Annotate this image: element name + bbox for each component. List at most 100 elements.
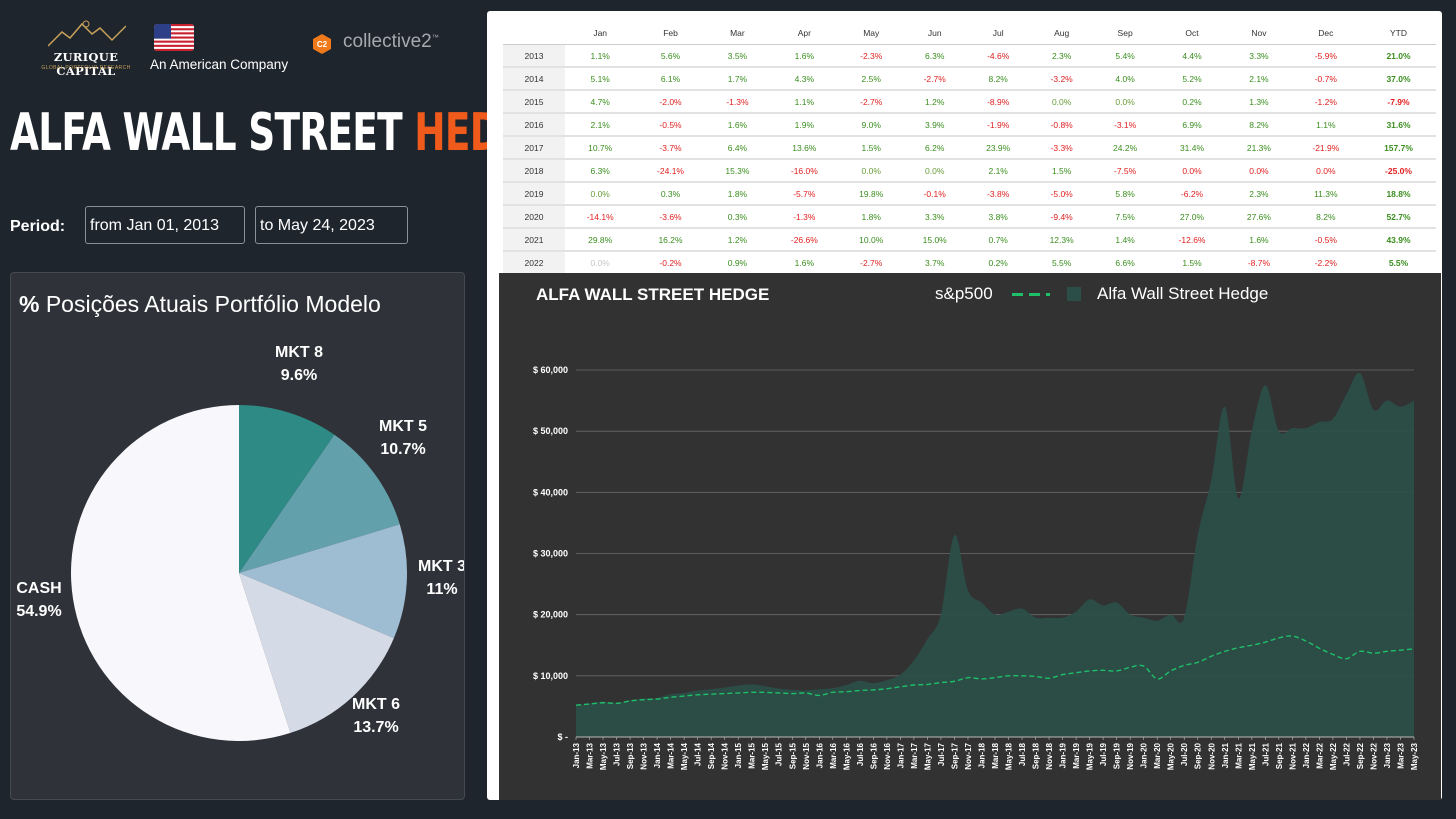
table-cell: 1.6%: [769, 44, 840, 68]
table-cell: 2.1%: [1227, 67, 1291, 91]
x-tick-label: Mar-23: [1396, 742, 1405, 768]
performance-area-chart: $ - $ 10,000 $ 20,000 $ 30,000 $ 40,000 $ 50,…: [533, 365, 1419, 770]
brand-tagline: GLOBAL PORTFOLIO RESEARCH: [41, 65, 131, 71]
x-tick-label: Sep-13: [626, 742, 635, 769]
table-cell: -4.6%: [966, 44, 1030, 68]
table-cell: 1.1%: [565, 44, 636, 68]
x-tick-label: May-20: [1167, 742, 1176, 770]
pie-slice-mkt-8: [239, 405, 335, 573]
table-cell: -3.3%: [1029, 136, 1094, 160]
pie-slice-mkt-3: [239, 524, 407, 639]
x-tick-label: Sep-20: [1194, 742, 1203, 769]
table-cell: 0.0%: [1290, 159, 1361, 183]
table-cell: -14.1%: [565, 205, 636, 229]
table-cell: 4.3%: [769, 67, 840, 91]
table-cell: 31.6%: [1361, 113, 1436, 137]
x-tick-label: Nov-20: [1207, 742, 1216, 769]
table-cell: 21.0%: [1361, 44, 1436, 68]
table-cell: 27.0%: [1156, 205, 1228, 229]
x-tick-label: Jan-20: [1140, 742, 1149, 768]
table-header: Aug: [1029, 22, 1094, 45]
period-label: Period:: [10, 218, 66, 235]
x-tick-label: Sep-15: [788, 742, 797, 769]
table-row: 2019 0.0% 0.3% 1.8% -5.7% 19.8% -0.1% -3.8% -5.0…: [503, 182, 1436, 206]
x-tick-label: May-18: [1005, 742, 1014, 770]
y-tick-label: $ 50,000: [533, 426, 568, 436]
y-tick-label: $ 20,000: [533, 610, 568, 620]
x-tick-label: Jul-18: [1018, 742, 1027, 766]
table-cell: -5.9%: [1290, 44, 1361, 68]
table-cell: 1.3%: [1227, 90, 1291, 114]
pie-label: MKT 5: [379, 418, 427, 435]
pie-slice-mkt-6: [239, 573, 394, 733]
us-flag-icon: [154, 24, 194, 51]
x-tick-label: Jan-14: [653, 742, 662, 768]
table-cell: -2.7%: [902, 67, 967, 91]
x-tick-label: Nov-16: [883, 742, 892, 769]
table-cell: 0.7%: [966, 228, 1030, 252]
table-cell: -3.2%: [1029, 67, 1094, 91]
table-cell: 1.6%: [1227, 228, 1291, 252]
table-row: 2014 5.1% 6.1% 1.7% 4.3% 2.5% -2.7% 8.2% -3.2% 4.…: [503, 67, 1436, 91]
table-cell: 157.7%: [1361, 136, 1436, 160]
table-cell: 6.4%: [705, 136, 770, 160]
x-tick-label: May-14: [680, 742, 689, 770]
x-tick-label: Sep-18: [1032, 742, 1041, 769]
table-cell: 2.1%: [565, 113, 636, 137]
pie-slice-mkt-5: [239, 434, 400, 573]
sp500-line-series: [575, 635, 1415, 706]
table-cell: -2.3%: [839, 44, 903, 68]
table-cell: 27.6%: [1227, 205, 1291, 229]
table-cell: -0.5%: [1290, 228, 1361, 252]
table-cell: -2.0%: [635, 90, 706, 114]
pie-title: % Posições Atuais Portfólio Modelo: [19, 291, 381, 317]
table-header: Jun: [902, 22, 967, 45]
period-to-field[interactable]: to May 24, 2023: [255, 206, 408, 244]
table-cell: 0.0%: [1029, 90, 1094, 114]
x-tick-label: Mar-15: [748, 742, 757, 768]
table-header: Nov: [1227, 22, 1291, 45]
table-cell: -0.2%: [635, 251, 706, 275]
x-tick-label: Nov-17: [964, 742, 973, 769]
table-cell: -0.8%: [1029, 113, 1094, 137]
table-cell: 1.5%: [1029, 159, 1094, 183]
table-cell: -5.0%: [1029, 182, 1094, 206]
table-cell: 7.5%: [1093, 205, 1157, 229]
table-cell: 6.2%: [902, 136, 967, 160]
table-header: May: [839, 22, 903, 45]
table-header: [503, 22, 565, 45]
table-cell: 4.0%: [1093, 67, 1157, 91]
table-cell: 6.9%: [1156, 113, 1228, 137]
table-cell: 24.2%: [1093, 136, 1157, 160]
table-year-cell: 2021: [503, 228, 565, 252]
pie-chart: MKT 8 9.6% MKT 5 10.7% MKT 3 11% MKT 6 13.7% CAS…: [16, 344, 464, 741]
table-cell: 5.4%: [1093, 44, 1157, 68]
x-tick-label: Jan-13: [572, 742, 581, 768]
table-row: 2022 0.0% -0.2% 0.9% 1.6% -2.7% 3.7% 0.2% 5.5% 6.…: [503, 251, 1436, 275]
period-from-field[interactable]: from Jan 01, 2013: [85, 206, 245, 244]
x-tick-label: Jan-19: [1059, 742, 1068, 768]
table-cell: 4.7%: [565, 90, 636, 114]
table-cell: 1.5%: [1156, 251, 1228, 275]
y-tick-label: $ -: [557, 732, 568, 742]
x-tick-label: Mar-22: [1315, 742, 1324, 768]
x-tick-label: Jan-17: [896, 742, 905, 768]
x-tick-label: Mar-13: [586, 742, 595, 768]
table-row: 2015 4.7% -2.0% -1.3% 1.1% -2.7% 1.2% -8.9% 0.0%…: [503, 90, 1436, 114]
table-cell: -7.9%: [1361, 90, 1436, 114]
x-tick-label: Mar-16: [829, 742, 838, 768]
collective2-logo-icon: C2: [313, 34, 331, 54]
x-tick-label: Jan-21: [1221, 742, 1230, 768]
table-cell: 1.1%: [1290, 113, 1361, 137]
x-tick-label: Jan-23: [1383, 742, 1392, 768]
table-cell: 5.5%: [1361, 251, 1436, 275]
table-cell: 3.8%: [966, 205, 1030, 229]
table-cell: -1.3%: [769, 205, 840, 229]
x-tick-label: Sep-22: [1356, 742, 1365, 769]
table-header: Jul: [966, 22, 1030, 45]
x-tick-label: Sep-16: [869, 742, 878, 769]
table-cell: 0.3%: [705, 205, 770, 229]
table-cell: 1.9%: [769, 113, 840, 137]
table-year-cell: 2022: [503, 251, 565, 275]
x-tick-label: Nov-15: [802, 742, 811, 769]
